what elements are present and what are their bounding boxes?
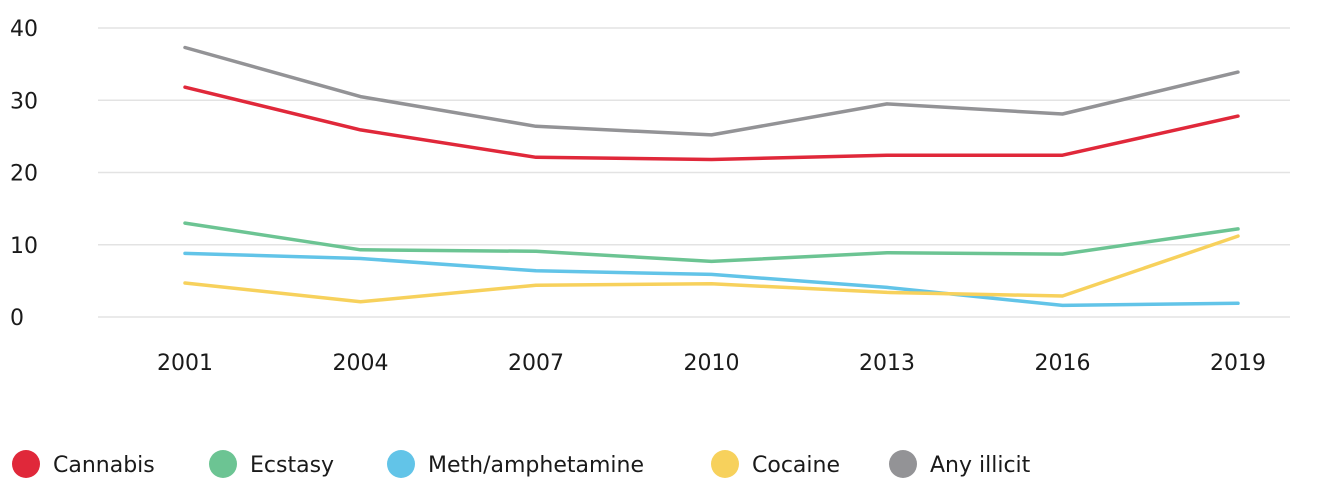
legend: Cannabis Ecstasy Meth/amphetamine Cocaine An…	[12, 450, 1031, 478]
legend-item-cocaine: Cocaine	[711, 450, 840, 478]
legend-swatch	[12, 450, 40, 478]
x-tick-label: 2019	[1210, 351, 1266, 376]
legend-label: Meth/amphetamine	[428, 453, 644, 478]
x-axis-ticks: 2001 2004 2007 2010 2013 2016 2019	[157, 351, 1266, 376]
x-tick-label: 2007	[508, 351, 564, 376]
series-lines	[183, 45, 1240, 308]
legend-swatch	[711, 450, 739, 478]
x-tick-label: 2013	[859, 351, 915, 376]
gridlines	[98, 27, 1290, 318]
y-tick-label: 0	[10, 306, 24, 331]
legend-label: Any illicit	[930, 453, 1031, 478]
series-line-ecstasy	[183, 221, 1240, 264]
x-tick-label: 2016	[1035, 351, 1091, 376]
legend-item-cannabis: Cannabis	[12, 450, 155, 478]
legend-item-ecstasy: Ecstasy	[209, 450, 334, 478]
legend-label: Cocaine	[752, 453, 840, 478]
y-axis-ticks: 0 10 20 30 40	[10, 17, 38, 331]
y-tick-label: 30	[10, 89, 38, 114]
x-tick-label: 2010	[684, 351, 740, 376]
legend-label: Ecstasy	[250, 453, 334, 478]
series-line-any-illicit	[183, 45, 1240, 137]
y-tick-label: 10	[10, 234, 38, 259]
series-line-meth-amphetamine	[183, 251, 1240, 308]
legend-item-any-illicit: Any illicit	[889, 450, 1031, 478]
y-tick-label: 20	[10, 162, 38, 187]
x-tick-label: 2001	[157, 351, 213, 376]
legend-swatch	[889, 450, 917, 478]
y-tick-label: 40	[10, 17, 38, 42]
legend-item-meth-amphetamine: Meth/amphetamine	[387, 450, 644, 478]
legend-swatch	[387, 450, 415, 478]
x-tick-label: 2004	[333, 351, 389, 376]
legend-swatch	[209, 450, 237, 478]
series-line-cocaine	[183, 234, 1240, 304]
series-line-cannabis	[183, 85, 1240, 162]
legend-label: Cannabis	[53, 453, 155, 478]
